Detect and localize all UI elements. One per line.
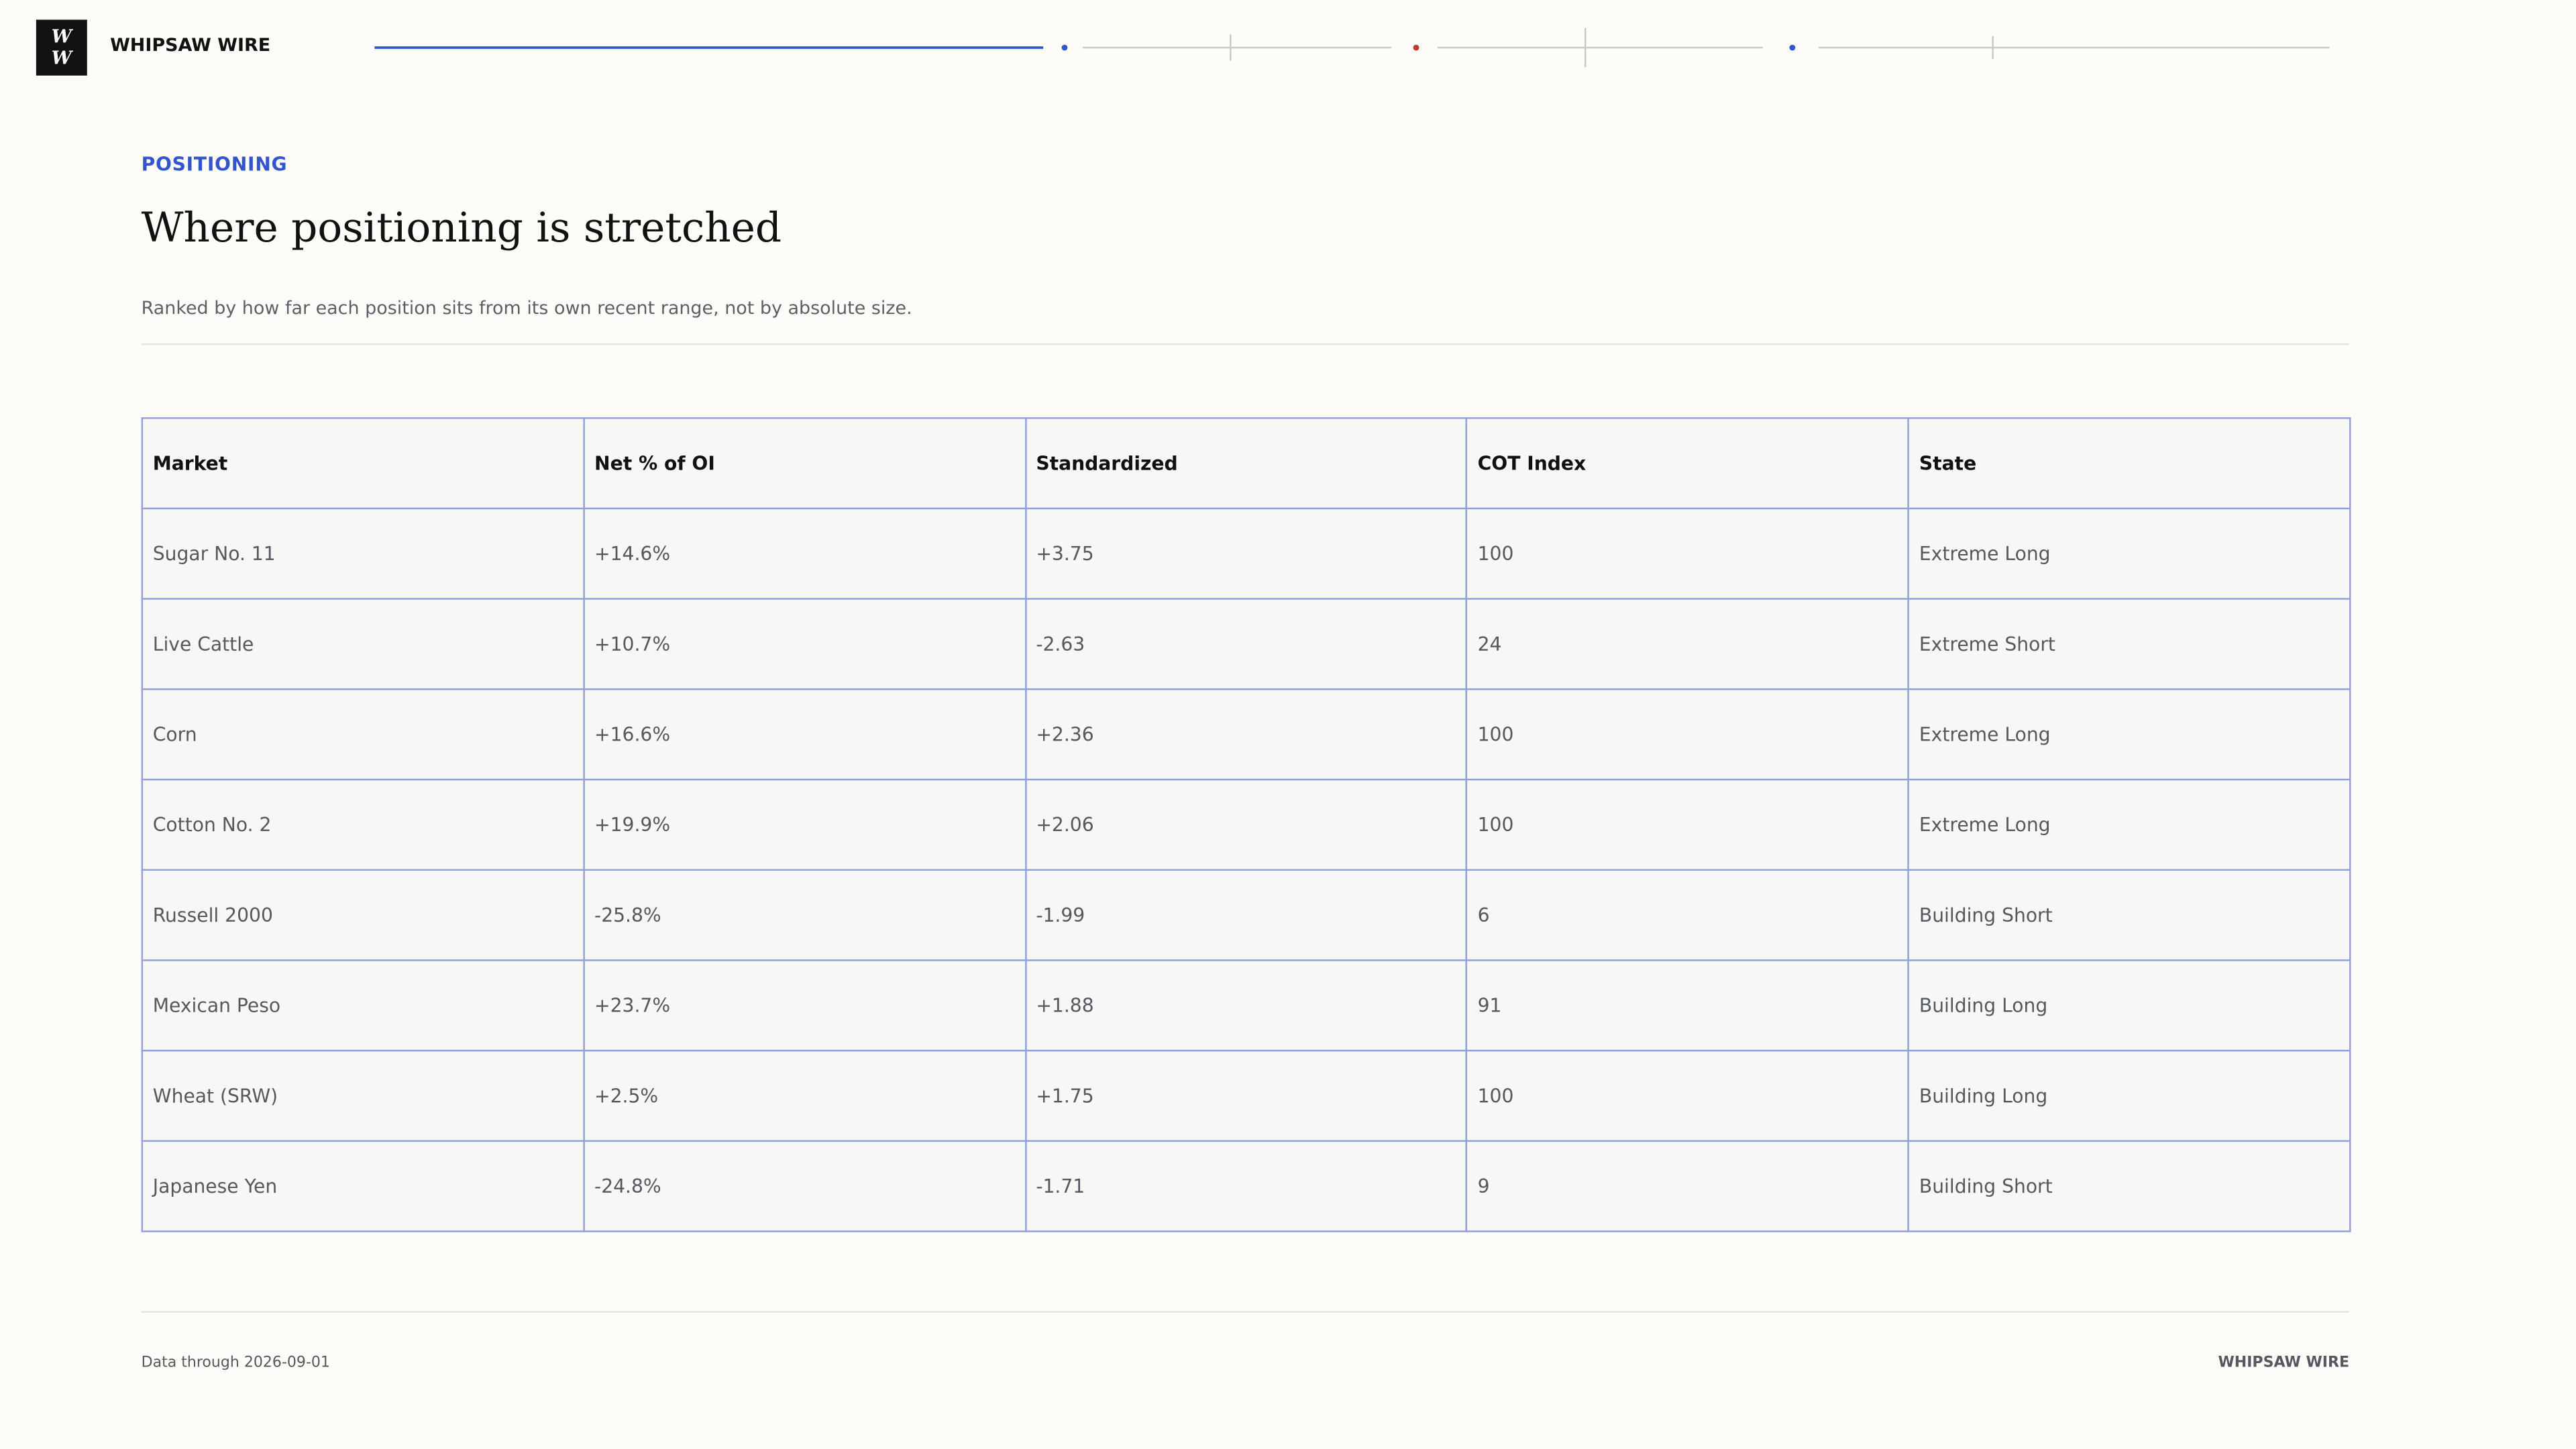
header-row: Market Net % of OI Standardized COT Index St…	[141, 417, 2351, 510]
table-cell: 100	[1466, 688, 1910, 781]
table-cell: -2.63	[1024, 598, 1468, 690]
table-row: Japanese Yen -24.8% -1.71 9 Building Short	[141, 1140, 2351, 1232]
section-title: Where positioning is stretched	[141, 203, 782, 252]
table-row: Mexican Peso +23.7% +1.88 91 Building Long	[141, 959, 2351, 1052]
table-cell: Extreme Short	[1907, 598, 2351, 690]
divider	[141, 343, 2350, 345]
table-cell: -1.99	[1024, 869, 1468, 961]
table-cell: Mexican Peso	[141, 959, 585, 1052]
column-header: COT Index	[1466, 417, 1910, 510]
table-cell: 9	[1466, 1140, 1910, 1232]
table-cell: Cotton No. 2	[141, 778, 585, 871]
table-row: Cotton No. 2 +19.9% +2.06 100 Extreme Long	[141, 778, 2351, 871]
table-row: Wheat (SRW) +2.5% +1.75 100 Building Long	[141, 1049, 2351, 1142]
table-cell: Extreme Long	[1907, 778, 2351, 871]
table-row: Sugar No. 11 +14.6% +3.75 100 Extreme Long	[141, 507, 2351, 600]
column-header: Standardized	[1024, 417, 1468, 510]
column-header: Net % of OI	[582, 417, 1026, 510]
table-cell: +2.06	[1024, 778, 1468, 871]
section-label: POSITIONING	[141, 152, 288, 176]
table-row: Corn +16.6% +2.36 100 Extreme Long	[141, 688, 2351, 781]
footer-brand: WHIPSAW WIRE	[2218, 1355, 2350, 1372]
section-subtitle: Ranked by how far each position sits fro…	[141, 297, 912, 319]
progress-bar	[374, 28, 2330, 68]
positioning-table: Market Net % of OI Standardized COT Index St…	[141, 417, 2351, 1232]
table-cell: Japanese Yen	[141, 1140, 585, 1232]
table-cell: Corn	[141, 688, 585, 781]
table-cell: Live Cattle	[141, 598, 585, 690]
table-cell: Building Short	[1907, 1140, 2351, 1232]
table-row: Russell 2000 -25.8% -1.99 6 Building Short	[141, 869, 2351, 961]
table-cell: +2.36	[1024, 688, 1468, 781]
table-cell: Extreme Long	[1907, 688, 2351, 781]
table-cell: 24	[1466, 598, 1910, 690]
divider	[141, 1311, 2350, 1313]
table-cell: Building Short	[1907, 869, 2351, 961]
logo: W W	[36, 19, 87, 76]
table-row: Live Cattle +10.7% -2.63 24 Extreme Short	[141, 598, 2351, 690]
table-cell: Wheat (SRW)	[141, 1049, 585, 1142]
table-cell: +2.5%	[582, 1049, 1026, 1142]
table-cell: -25.8%	[582, 869, 1026, 961]
table-cell: 100	[1466, 1049, 1910, 1142]
table-cell: 100	[1466, 778, 1910, 871]
column-header: Market	[141, 417, 585, 510]
table-cell: -24.8%	[582, 1140, 1026, 1232]
column-header: State	[1907, 417, 2351, 510]
table-cell: +1.88	[1024, 959, 1468, 1052]
footer-note: Data through 2026-09-01	[141, 1355, 330, 1372]
brand-name: WHIPSAW WIRE	[110, 34, 271, 56]
table-cell: +1.75	[1024, 1049, 1468, 1142]
table-cell: Building Long	[1907, 1049, 2351, 1142]
table-cell: -1.71	[1024, 1140, 1468, 1232]
table-cell: 100	[1466, 507, 1910, 600]
table-cell: +14.6%	[582, 507, 1026, 600]
table-cell: +23.7%	[582, 959, 1026, 1052]
table-cell: Building Long	[1907, 959, 2351, 1052]
table-cell: +19.9%	[582, 778, 1026, 871]
table-cell: 91	[1466, 959, 1910, 1052]
table-cell: +10.7%	[582, 598, 1026, 690]
table-cell: +3.75	[1024, 507, 1468, 600]
table-cell: Extreme Long	[1907, 507, 2351, 600]
table-cell: Russell 2000	[141, 869, 585, 961]
table-cell: +16.6%	[582, 688, 1026, 781]
table-cell: 6	[1466, 869, 1910, 961]
table-cell: Sugar No. 11	[141, 507, 585, 600]
table-body: Sugar No. 11 +14.6% +3.75 100 Extreme Long Li…	[141, 507, 2351, 1232]
